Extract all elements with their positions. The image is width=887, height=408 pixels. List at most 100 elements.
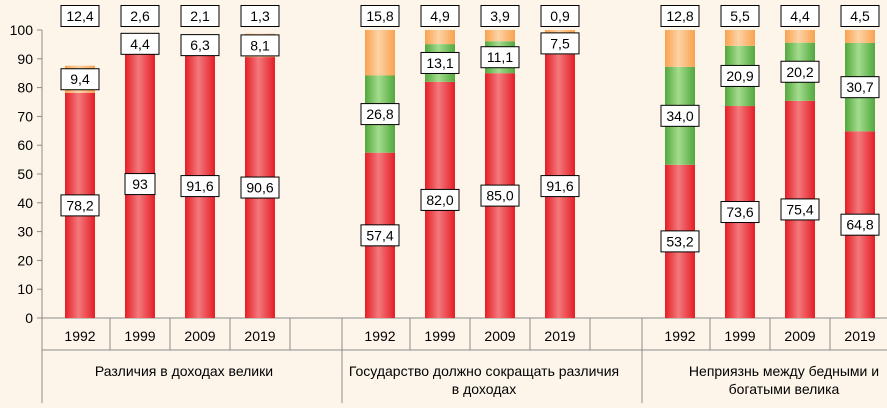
y-tick-label: 70 <box>17 108 33 124</box>
data-label-box <box>480 184 520 207</box>
data-label-box <box>720 64 760 87</box>
group-label: богатыми велика <box>729 381 840 397</box>
data-label: 6,3 <box>190 37 210 53</box>
data-label-box <box>780 5 820 27</box>
x-tick-label: 2009 <box>184 328 215 344</box>
data-label-box <box>120 5 160 27</box>
data-label: 12,4 <box>66 8 93 24</box>
data-label: 91,6 <box>546 178 573 194</box>
data-label: 75,4 <box>786 201 813 217</box>
data-label: 4,5 <box>850 8 870 24</box>
y-tick-label: 20 <box>17 252 33 268</box>
y-tick-label: 10 <box>17 281 33 297</box>
bar-segment-orange <box>425 30 455 45</box>
x-tick-label: 1999 <box>124 328 155 344</box>
data-label: 73,6 <box>726 204 753 220</box>
data-label: 9,4 <box>70 71 90 87</box>
data-label: 4,4 <box>130 36 150 52</box>
x-tick-label: 2019 <box>544 328 575 344</box>
data-label: 5,5 <box>730 8 750 24</box>
data-label-box <box>660 230 700 253</box>
data-label-box <box>124 173 156 196</box>
bar-segment-orange <box>365 30 395 76</box>
data-label: 8,1 <box>250 37 270 53</box>
data-label: 2,1 <box>190 8 210 24</box>
data-label: 7,5 <box>550 35 570 51</box>
data-label-box <box>480 46 520 69</box>
data-label: 1,3 <box>250 8 270 24</box>
x-tick-label: 2009 <box>484 328 515 344</box>
bar-segment-orange <box>785 30 815 43</box>
label-layer: 78,2 9,4 12,4 93 4,4 2,6 91,6 6,3 2,1 90,6 8,1 1,3 5… <box>60 5 880 253</box>
data-label-box <box>480 5 520 27</box>
data-label: 26,8 <box>366 106 393 122</box>
data-label-box <box>420 188 460 211</box>
data-label-box <box>780 60 820 83</box>
data-label: 34,0 <box>666 108 693 124</box>
bar-segment-orange <box>665 30 695 67</box>
data-label-box <box>360 103 400 126</box>
bar-segment-orange <box>725 30 755 46</box>
x-tick-label: 1992 <box>364 328 395 344</box>
x-tick-label: 1999 <box>424 328 455 344</box>
x-tick-label: 2019 <box>844 328 875 344</box>
x-tick-label: 2019 <box>244 328 275 344</box>
data-label: 20,2 <box>786 64 813 80</box>
data-label: 57,4 <box>366 227 393 243</box>
y-tick-label: 40 <box>17 195 33 211</box>
bar-segment-orange <box>845 30 875 43</box>
data-label: 91,6 <box>186 178 213 194</box>
data-label-box <box>840 213 880 236</box>
data-label-box <box>540 32 580 55</box>
y-tick-label: 30 <box>17 224 33 240</box>
data-label-box <box>60 5 100 27</box>
data-label-box <box>240 5 280 27</box>
data-label-box <box>840 5 880 27</box>
data-label: 15,8 <box>366 8 393 24</box>
y-tick-label: 0 <box>25 310 33 326</box>
data-label-box <box>540 5 580 27</box>
x-tick-label: 2009 <box>784 328 815 344</box>
bar-segment-orange <box>485 30 515 42</box>
data-label-box <box>420 5 460 27</box>
bar-segment-orange <box>545 30 575 33</box>
data-label: 0,9 <box>550 8 570 24</box>
axis-layer: 0 10 20 30 40 50 60 70 80 90 100 1992 1999 2009 2019 Ра… <box>10 22 887 403</box>
group-label: в доходах <box>452 381 516 397</box>
data-label: 90,6 <box>246 180 273 196</box>
data-label-box <box>660 5 700 27</box>
data-label-box <box>120 32 160 55</box>
data-label-box <box>180 175 220 198</box>
data-label-box <box>420 51 460 74</box>
x-tick-label: 1992 <box>64 328 95 344</box>
y-tick-label: 100 <box>10 22 34 38</box>
data-label-box <box>720 201 760 224</box>
data-label-box <box>180 5 220 27</box>
data-label-box <box>720 5 760 27</box>
data-label: 64,8 <box>846 217 873 233</box>
data-label-box <box>360 5 400 27</box>
y-tick-label: 90 <box>17 51 33 67</box>
group-label: Государство должно сокращать различия <box>349 363 619 379</box>
group-label: Различия в доходах велики <box>95 363 273 379</box>
data-label: 3,9 <box>490 8 510 24</box>
data-label: 20,9 <box>726 68 753 84</box>
data-label-box <box>780 198 820 221</box>
data-label: 82,0 <box>426 192 453 208</box>
data-label-box <box>60 194 100 217</box>
y-tick-label: 50 <box>17 166 33 182</box>
data-label: 12,8 <box>666 8 693 24</box>
x-tick-label: 1999 <box>724 328 755 344</box>
x-tick-label: 1992 <box>664 328 695 344</box>
data-label-box <box>660 104 700 127</box>
data-label: 78,2 <box>66 197 93 213</box>
data-label: 2,6 <box>130 8 150 24</box>
group-label: Неприязнь между бедными и <box>689 363 879 379</box>
data-label: 13,1 <box>426 55 453 71</box>
data-label: 4,4 <box>790 8 810 24</box>
data-label: 93 <box>132 176 148 192</box>
data-label-box <box>60 68 100 91</box>
data-label-box <box>180 34 220 57</box>
data-label-box <box>840 76 880 99</box>
